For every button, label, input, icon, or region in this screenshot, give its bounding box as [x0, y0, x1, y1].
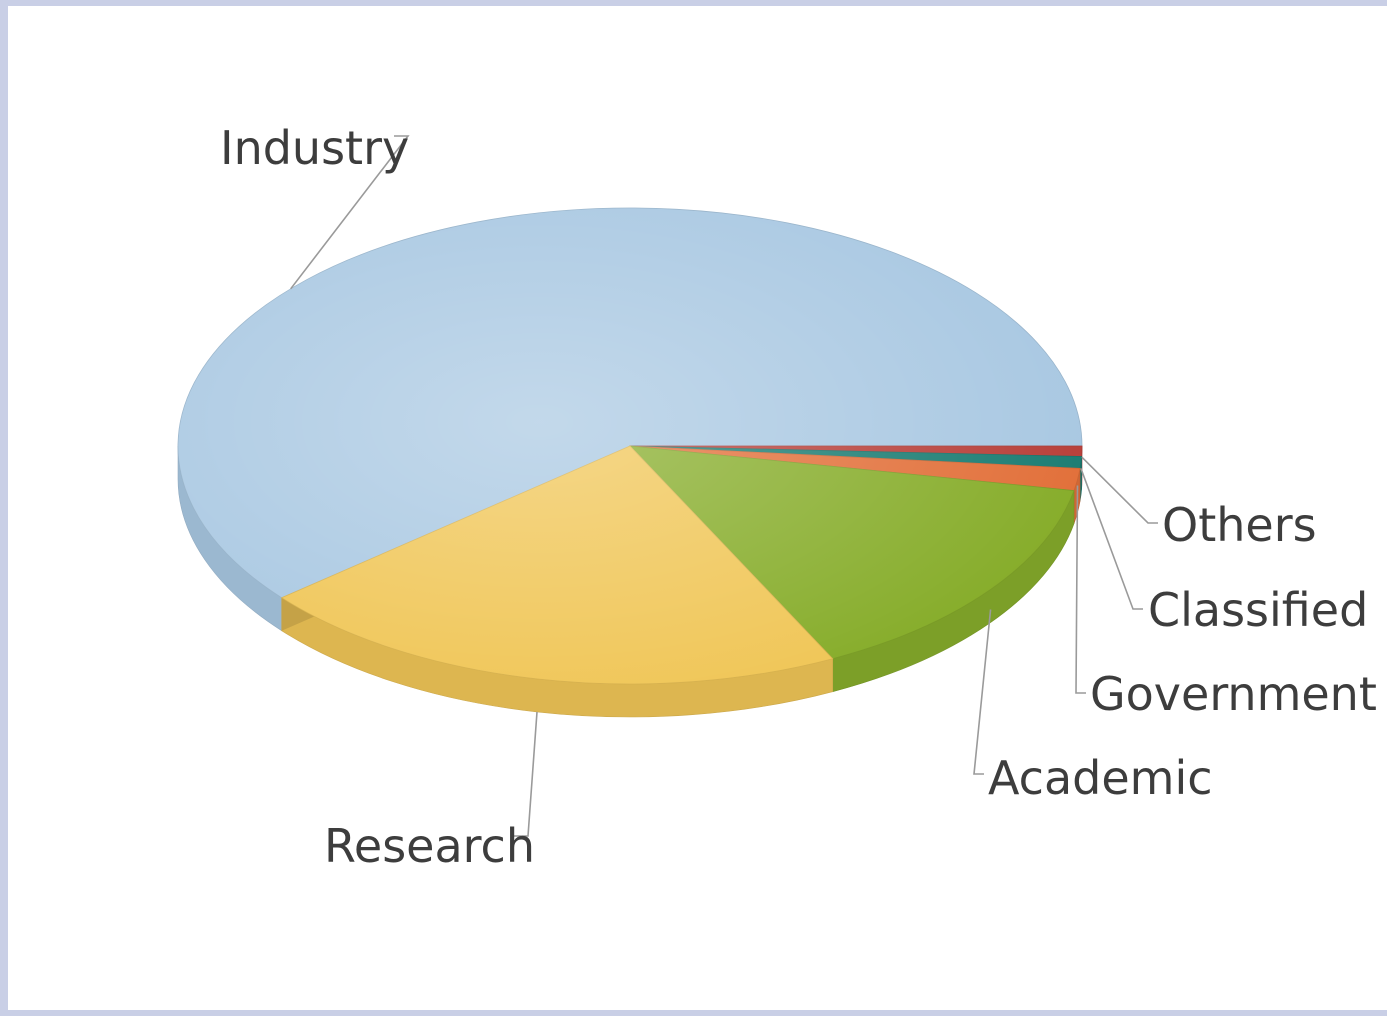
label-classified: Classified — [1148, 583, 1368, 637]
chart-frame: Industry Others Classified Government Academ… — [8, 6, 1387, 1010]
leader-line-research — [514, 712, 537, 836]
label-industry: Industry — [220, 121, 409, 175]
label-academic: Academic — [988, 751, 1213, 805]
leader-line-others — [1082, 457, 1158, 523]
leader-line-government — [1076, 486, 1086, 694]
pie-sheen — [178, 208, 1082, 684]
leader-line-classified — [1081, 468, 1143, 609]
label-others: Others — [1162, 498, 1317, 552]
label-research: Research — [324, 819, 535, 873]
pie-chart: Industry Others Classified Government Academ… — [8, 6, 1387, 1016]
pie-highlight — [178, 208, 1082, 684]
label-government: Government — [1090, 667, 1377, 721]
leader-line-academic — [974, 610, 991, 775]
